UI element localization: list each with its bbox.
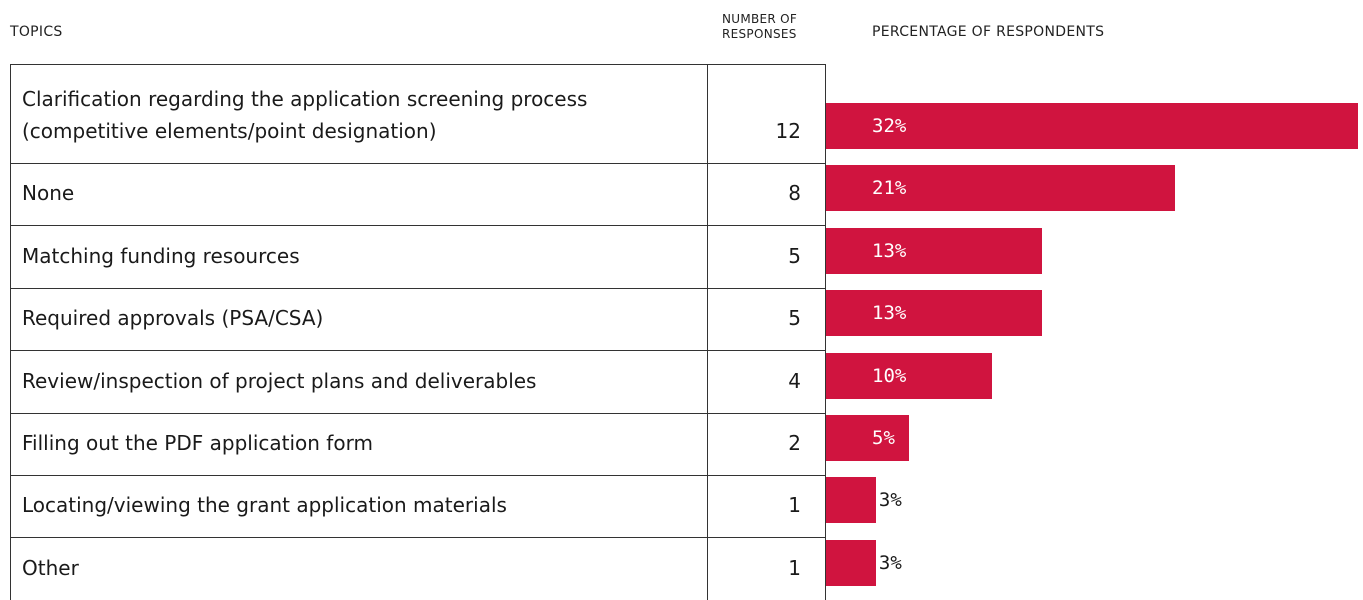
row-line (10, 163, 826, 164)
row-line (10, 537, 826, 539)
row-line (10, 225, 826, 227)
bar (826, 539, 876, 586)
bar (826, 227, 1043, 274)
response-count: 4 (788, 368, 801, 393)
topic: None (22, 181, 75, 206)
column-divider (707, 64, 708, 600)
value-label: 3% (878, 489, 902, 512)
column-header: PERCENTAGE OF RESPONDENTS (872, 24, 1105, 40)
response-count: 12 (775, 119, 801, 143)
bar (826, 103, 1358, 149)
response-count: 1 (788, 493, 801, 518)
value-label: 3% (878, 551, 902, 574)
row-line (10, 287, 826, 289)
response-count: 5 (788, 243, 801, 268)
bar (826, 165, 1176, 212)
response-count: 8 (788, 181, 801, 206)
topic: Required approvals (PSA/CSA) (22, 306, 324, 331)
topic: Review/inspection of project plans and d… (22, 368, 537, 393)
table-border (10, 64, 11, 600)
value-label: 13% (872, 239, 907, 262)
row-line (10, 412, 826, 414)
column-divider (825, 64, 826, 600)
bar (826, 477, 876, 524)
value-label: 32% (872, 115, 907, 137)
value-label: 5% (872, 427, 895, 449)
topic: Clarification regarding the application … (22, 87, 588, 143)
value-label: 10% (872, 364, 907, 387)
value-label: 21% (872, 177, 907, 200)
topic: Other (22, 555, 79, 580)
response-count: 5 (788, 306, 801, 331)
topic: Locating/viewing the grant application m… (22, 493, 507, 518)
column-header: TOPICS (10, 24, 63, 40)
row-line (10, 475, 826, 476)
topic: Filling out the PDF application form (22, 430, 373, 455)
row-line (10, 350, 826, 352)
bar (826, 352, 993, 399)
topic: Matching funding resources (22, 243, 300, 268)
bar (826, 415, 910, 461)
value-label: 13% (872, 302, 907, 325)
column-header: NUMBER OF RESPONSES (722, 12, 798, 41)
response-count: 2 (788, 430, 801, 455)
row-line (10, 64, 826, 65)
bar (826, 290, 1043, 337)
response-count: 1 (788, 555, 801, 580)
